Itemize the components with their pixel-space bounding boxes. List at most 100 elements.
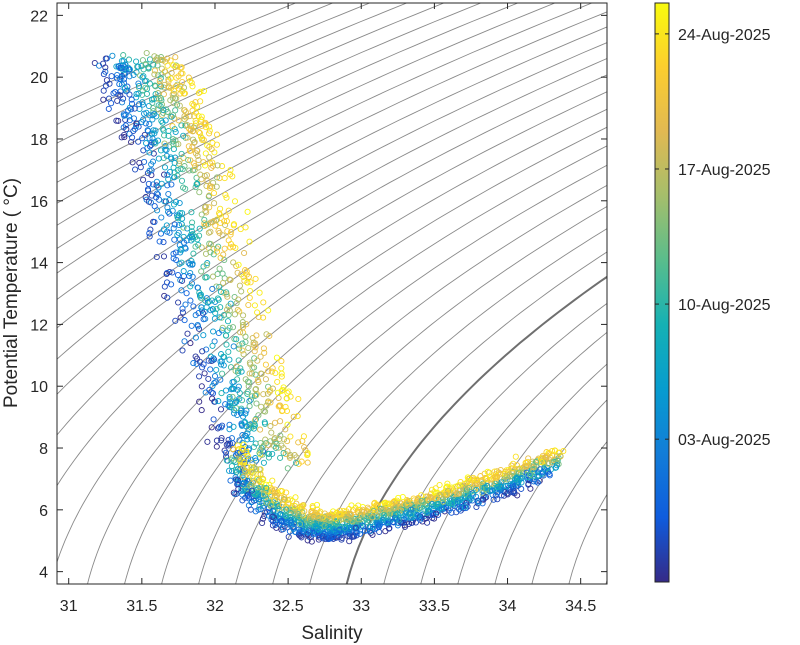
data-point <box>484 468 491 475</box>
data-point <box>236 455 243 462</box>
data-point <box>192 243 199 250</box>
data-point <box>478 478 486 485</box>
data-point <box>224 228 231 235</box>
data-point <box>188 280 195 287</box>
data-point <box>260 407 267 415</box>
data-point <box>501 492 508 499</box>
data-point <box>242 333 249 340</box>
data-point <box>226 467 233 474</box>
data-point <box>139 101 146 108</box>
x-tick-label: 34 <box>499 598 517 615</box>
data-point <box>226 307 233 314</box>
data-point <box>201 222 208 230</box>
y-tick-label: 6 <box>39 503 48 520</box>
colorbar-ticks: 03-Aug-2025 10-Aug-2025 17-Aug-2025 24-Aug-… <box>655 27 771 449</box>
data-point <box>144 127 151 134</box>
data-point <box>149 116 156 123</box>
data-point <box>384 519 391 526</box>
data-point <box>259 476 266 483</box>
data-point <box>165 127 172 135</box>
data-point <box>332 515 339 522</box>
density-contour-line <box>717 3 800 584</box>
data-point <box>213 245 220 252</box>
data-point <box>225 237 232 244</box>
data-point <box>551 447 558 454</box>
data-point <box>190 360 197 367</box>
density-contour-line <box>420 331 607 584</box>
data-point <box>150 150 157 157</box>
data-point <box>229 379 236 386</box>
data-point <box>218 361 225 368</box>
data-point <box>234 411 241 419</box>
data-point <box>174 214 181 221</box>
data-point <box>185 156 192 164</box>
data-point <box>187 269 194 277</box>
data-point <box>265 450 273 457</box>
data-point <box>173 95 180 102</box>
data-point <box>237 365 244 372</box>
y-tick-label: 20 <box>30 70 48 87</box>
data-point <box>301 444 308 451</box>
data-point <box>290 525 297 533</box>
data-point <box>225 311 232 319</box>
data-point <box>153 194 160 201</box>
data-point <box>146 233 153 240</box>
data-point <box>503 467 510 474</box>
data-point <box>158 54 165 61</box>
data-point <box>146 56 154 63</box>
data-point <box>200 159 207 166</box>
data-point <box>186 233 193 241</box>
data-point <box>160 91 167 98</box>
data-point <box>238 288 245 295</box>
y-tick-label: 4 <box>39 565 48 582</box>
data-point <box>268 368 275 375</box>
data-point <box>102 55 109 62</box>
data-point <box>245 301 252 309</box>
data-point <box>248 370 256 377</box>
data-point <box>269 385 276 392</box>
data-point <box>252 386 259 393</box>
data-point <box>247 361 254 368</box>
data-point <box>185 259 192 267</box>
data-point <box>123 126 130 133</box>
data-point <box>269 450 276 457</box>
data-point <box>179 78 186 86</box>
data-point <box>283 506 290 513</box>
data-point <box>188 209 195 216</box>
data-point <box>190 250 197 257</box>
data-point <box>302 447 309 454</box>
data-point <box>245 344 252 352</box>
data-point <box>155 155 162 162</box>
data-point <box>151 53 158 60</box>
data-point <box>100 87 107 94</box>
data-point <box>187 261 194 268</box>
data-point <box>243 407 250 414</box>
data-point <box>292 494 299 501</box>
data-point <box>133 122 140 130</box>
data-point <box>187 283 194 290</box>
data-point <box>179 305 186 312</box>
x-tick-label: 31 <box>60 598 78 615</box>
data-point <box>152 56 159 63</box>
data-point <box>153 113 160 120</box>
data-point <box>280 384 287 391</box>
data-point <box>167 57 174 64</box>
density-contour-line <box>57 3 370 144</box>
data-point <box>188 79 195 86</box>
data-point <box>108 73 115 80</box>
data-point <box>253 400 260 407</box>
data-point <box>234 465 242 472</box>
data-point <box>226 276 233 283</box>
data-point <box>224 318 232 325</box>
data-point <box>296 521 304 528</box>
data-point <box>228 463 235 470</box>
data-point <box>201 370 208 377</box>
data-point <box>140 176 147 183</box>
data-point <box>519 469 526 476</box>
density-contour-line <box>161 164 607 584</box>
data-point <box>525 455 532 462</box>
data-point <box>269 477 276 484</box>
data-point <box>265 512 272 519</box>
data-point <box>247 287 254 295</box>
data-point <box>190 101 197 109</box>
